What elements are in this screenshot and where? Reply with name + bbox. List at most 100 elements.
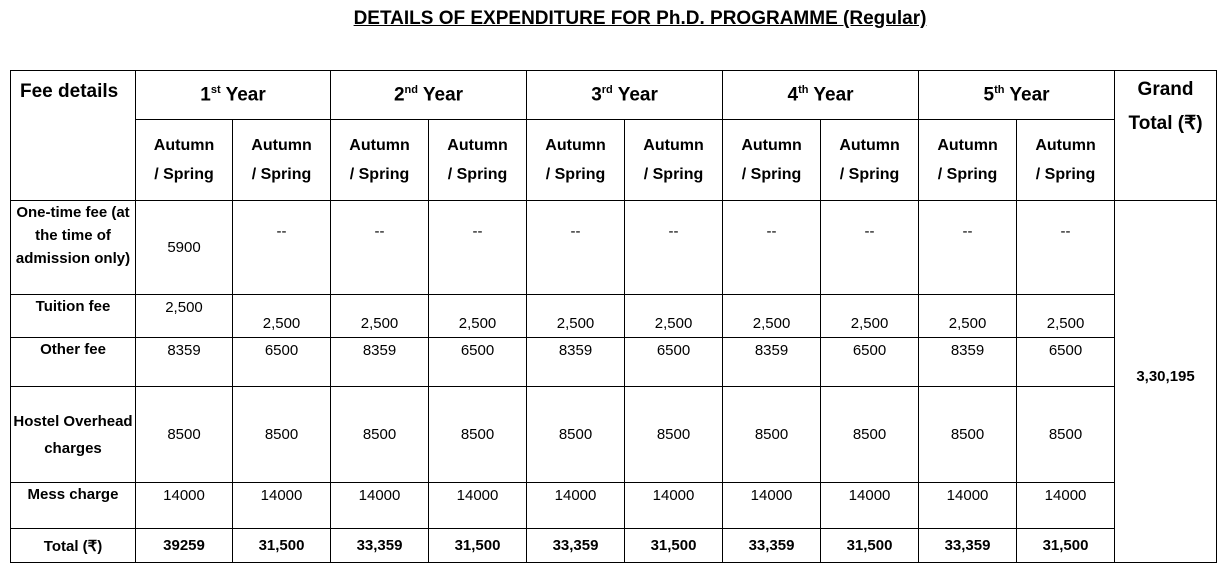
cell-value: 14000	[1016, 482, 1116, 529]
cell-value: 2,500	[135, 294, 233, 338]
semester-line1: Autumn	[153, 137, 215, 154]
cell-value: 2,500	[624, 294, 724, 338]
total-row: Total (₹) 39259 31,500 33,359 31,500 33,359 31…	[10, 528, 1217, 563]
cell-value: 2,500	[526, 294, 626, 338]
cell-value: 33,359	[330, 528, 430, 563]
cell-value: 2,500	[722, 294, 822, 338]
semester-header: Autumn / Spring	[330, 119, 430, 201]
semester-line2: / Spring	[1035, 166, 1096, 183]
cell-value: --	[231, 200, 332, 295]
cell-value: 8500	[330, 386, 430, 483]
cell-value: 8500	[918, 386, 1018, 483]
semester-line1: Autumn	[545, 137, 606, 154]
cell-value: 14000	[624, 482, 724, 529]
cell-value: 6500	[231, 337, 332, 387]
cell-value: 8500	[231, 386, 332, 483]
semester-line2: / Spring	[839, 166, 900, 183]
semester-line1: Autumn	[741, 137, 802, 154]
row-label: One-time fee (at the time of admission o…	[10, 200, 136, 295]
cell-value: 5900	[135, 200, 233, 295]
table-row: Mess charge 14000 14000 14000 14000 14000 1400…	[10, 482, 1217, 529]
semester-header: Autumn / Spring	[428, 119, 528, 201]
cell-value: 14000	[820, 482, 920, 529]
semester-line2: / Spring	[545, 166, 606, 183]
semester-header: Autumn / Spring	[135, 119, 233, 201]
cell-value: 31,500	[428, 528, 528, 563]
year-label: Year	[220, 84, 266, 106]
cell-value: 8500	[624, 386, 724, 483]
cell-value: 31,500	[820, 528, 920, 563]
row-label: Total (₹)	[10, 528, 136, 563]
cell-value: 8500	[428, 386, 528, 483]
cell-value: 33,359	[918, 528, 1018, 563]
expenditure-table: Fee details 1st Year 2nd Year 3rd Year 4th Y…	[10, 70, 1218, 563]
grand-total-header: Grand Total (₹)	[1114, 70, 1218, 201]
year-number: 1	[200, 84, 211, 106]
cell-value: --	[526, 200, 626, 295]
year-label: Year	[612, 84, 658, 106]
year-header: 4th Year	[722, 70, 920, 120]
cell-value: 8359	[330, 337, 430, 387]
cell-value: --	[722, 200, 822, 295]
cell-value: 8359	[722, 337, 822, 387]
year-suffix: th	[798, 83, 809, 96]
cell-value: 14000	[526, 482, 626, 529]
semester-line1: Autumn	[839, 137, 900, 154]
cell-value: --	[624, 200, 724, 295]
semester-line2: / Spring	[349, 166, 410, 183]
year-label: Year	[1004, 84, 1050, 106]
cell-value: 8500	[722, 386, 822, 483]
cell-value: 14000	[722, 482, 822, 529]
cell-value: 14000	[428, 482, 528, 529]
cell-value: 31,500	[231, 528, 332, 563]
semester-line1: Autumn	[251, 137, 312, 154]
year-suffix: nd	[404, 83, 418, 96]
cell-value: 6500	[624, 337, 724, 387]
semester-line1: Autumn	[643, 137, 704, 154]
semester-header: Autumn / Spring	[722, 119, 822, 201]
year-header: 1st Year	[134, 70, 332, 120]
semester-line2: / Spring	[251, 166, 312, 183]
year-header: 5th Year	[918, 70, 1116, 120]
cell-value: 8359	[135, 337, 233, 387]
semester-header: Autumn / Spring	[624, 119, 724, 201]
cell-value: 14000	[918, 482, 1018, 529]
year-label: Year	[417, 84, 464, 106]
cell-value: 14000	[330, 482, 430, 529]
year-header: 2nd Year	[330, 70, 528, 120]
semester-header: Autumn / Spring	[820, 119, 920, 201]
cell-value: 31,500	[1016, 528, 1116, 563]
semester-line2: / Spring	[447, 166, 508, 183]
year-label: Year	[808, 84, 854, 106]
cell-value: 6500	[1016, 337, 1116, 387]
row-label: Hostel Overhead charges	[10, 386, 136, 483]
cell-value: 6500	[820, 337, 920, 387]
row-label: Other fee	[10, 337, 136, 387]
cell-value: 8359	[526, 337, 626, 387]
semester-header: Autumn / Spring	[918, 119, 1018, 201]
cell-value: 2,500	[231, 294, 332, 338]
cell-value: --	[820, 200, 920, 295]
table-row: Tuition fee 2,500 2,500 2,500 2,500 2,500 2,50…	[10, 294, 1217, 338]
cell-value: 2,500	[1016, 294, 1116, 338]
cell-value: 14000	[231, 482, 332, 529]
cell-value: 2,500	[330, 294, 430, 338]
page-title: DETAILS OF EXPENDITURE FOR Ph.D. PROGRAM…	[353, 8, 927, 29]
semester-header: Autumn / Spring	[231, 119, 332, 201]
semester-line1: Autumn	[1035, 137, 1096, 154]
cell-value: 33,359	[526, 528, 626, 563]
semester-line2: / Spring	[741, 166, 802, 183]
semester-line2: / Spring	[154, 166, 214, 183]
table-row: Hostel Overhead charges 8500 8500 8500 8500 8…	[10, 386, 1217, 483]
cell-value: 31,500	[624, 528, 724, 563]
year-number: 3	[591, 84, 602, 106]
cell-value: 33,359	[722, 528, 822, 563]
semester-line1: Autumn	[349, 137, 410, 154]
table-row: Other fee 8359 6500 8359 6500 8359 6500 8359 650…	[10, 337, 1217, 387]
cell-value: --	[1016, 200, 1116, 295]
cell-value: 14000	[135, 482, 233, 529]
grand-total-value: 3,30,195	[1114, 200, 1218, 563]
cell-value: --	[918, 200, 1018, 295]
cell-value: 2,500	[428, 294, 528, 338]
year-header: 3rd Year	[526, 70, 724, 120]
